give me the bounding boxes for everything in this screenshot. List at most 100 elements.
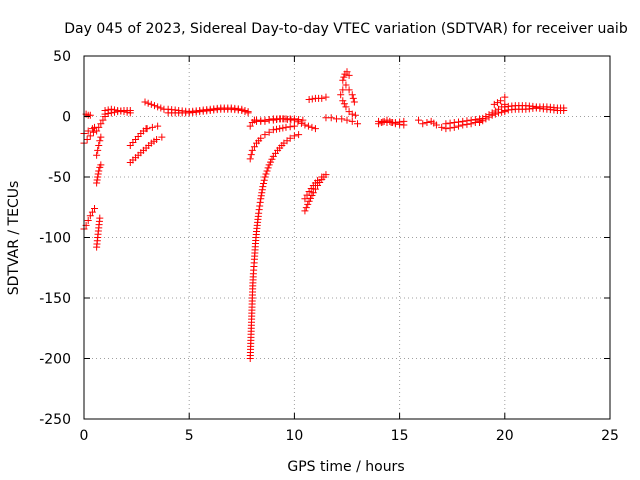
data-point [290, 122, 298, 130]
data-point [490, 100, 498, 108]
data-point [343, 116, 351, 124]
data-point [86, 111, 94, 119]
data-point [93, 151, 101, 159]
data-point [400, 121, 408, 129]
data-point [419, 120, 427, 128]
data-point [497, 97, 505, 105]
data-point [154, 122, 162, 130]
data-point [258, 189, 266, 197]
data-point [476, 119, 484, 127]
data-point [120, 108, 128, 116]
data-point [432, 121, 440, 129]
data-point [248, 146, 256, 154]
chart-title: Day 045 of 2023, Sidereal Day-to-day VTE… [64, 21, 628, 37]
data-point [354, 120, 362, 128]
data-point [95, 142, 103, 150]
data-point [345, 71, 353, 79]
x-tick-label: 0 [80, 428, 89, 444]
data-point [318, 173, 326, 181]
data-point [260, 176, 268, 184]
y-tick-label: 0 [62, 110, 71, 126]
x-tick-label: 10 [285, 428, 303, 444]
x-tick-label: 25 [601, 428, 619, 444]
data-point [455, 122, 463, 130]
data-point [258, 186, 266, 194]
data-point [379, 118, 387, 126]
data-point [93, 176, 101, 184]
y-tick-label: -150 [39, 291, 71, 307]
data-point [350, 98, 358, 106]
data-point [255, 209, 263, 217]
data-point [94, 170, 102, 178]
data-point [314, 177, 322, 185]
data-point [304, 122, 312, 130]
data-point [96, 214, 104, 222]
data-point [301, 121, 309, 129]
data-point [299, 116, 307, 124]
data-point [244, 108, 252, 116]
data-point [501, 93, 509, 101]
y-axis-label: SDTVAR / TECUs [6, 181, 22, 296]
data-point [86, 212, 94, 220]
data-point [256, 198, 264, 206]
data-point [482, 115, 490, 123]
data-point [342, 103, 350, 111]
data-point [247, 151, 255, 159]
data-point [264, 164, 272, 172]
data-point [459, 121, 467, 129]
data-point [338, 115, 346, 123]
data-point [83, 135, 91, 143]
data-point [263, 167, 271, 175]
data-point [89, 128, 97, 136]
data-point [423, 119, 431, 127]
data-point [261, 116, 269, 124]
data-point [141, 98, 149, 106]
data-point [97, 120, 105, 128]
data-point [309, 189, 317, 197]
data-point [297, 119, 305, 127]
data-point [94, 173, 102, 181]
data-point [265, 128, 273, 136]
data-point [282, 123, 290, 131]
data-point [276, 125, 284, 133]
data-point [396, 120, 404, 128]
data-point [97, 161, 105, 169]
data-point [246, 155, 254, 163]
y-tick-label: -50 [48, 170, 71, 186]
data-point [257, 195, 265, 203]
data-series-sdtvar [80, 68, 568, 362]
data-point [345, 86, 353, 94]
data-point [126, 109, 134, 117]
data-point [491, 110, 499, 118]
data-point [259, 183, 267, 191]
data-point [305, 96, 313, 104]
data-point [311, 125, 319, 133]
data-point [442, 125, 450, 133]
data-point [148, 123, 156, 131]
data-point [339, 97, 347, 105]
data-point [143, 125, 151, 133]
data-point [96, 137, 104, 145]
data-point [260, 179, 268, 187]
data-point [257, 134, 265, 142]
data-point [348, 110, 356, 118]
data-point [265, 116, 273, 124]
data-point [301, 207, 309, 215]
data-point [84, 127, 92, 135]
data-point [290, 132, 298, 140]
y-tick-label: -250 [39, 412, 71, 428]
data-point [302, 204, 310, 212]
data-point [256, 202, 264, 210]
data-point [493, 99, 501, 107]
data-point [261, 131, 269, 139]
y-tick-label: 50 [53, 49, 71, 65]
data-point [123, 108, 131, 116]
data-point [349, 94, 357, 102]
data-point [340, 100, 348, 108]
data-point [560, 106, 568, 114]
data-point [467, 120, 475, 128]
data-point [93, 127, 101, 135]
data-point [286, 123, 294, 131]
data-point [99, 116, 107, 124]
